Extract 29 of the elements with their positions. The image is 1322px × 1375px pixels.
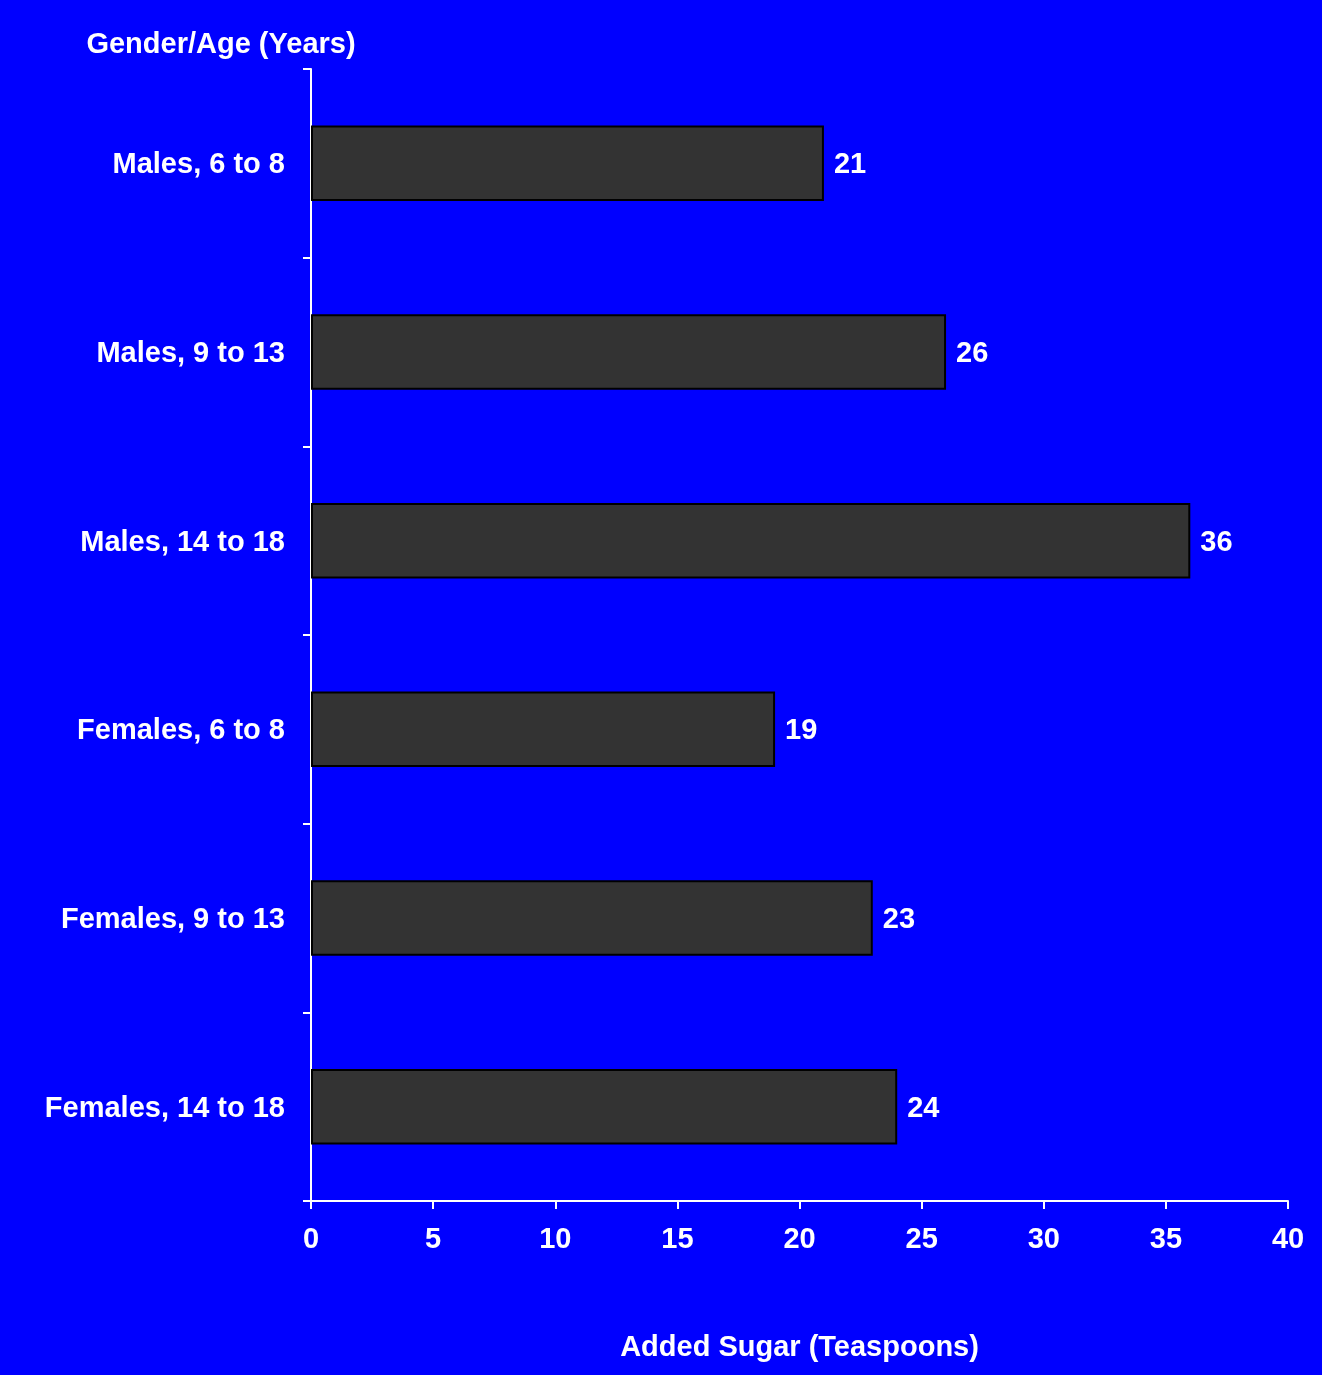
data-label: 23 [882,902,916,934]
x-tick-label: 20 [783,1221,816,1254]
x-tick-label: 40 [1271,1221,1305,1254]
data-label: 24 [907,1090,940,1123]
data-label: 36 [1200,524,1233,557]
y-tick-label: Females, 6 to 8 [77,713,285,746]
x-tick-label: 15 [661,1221,694,1254]
x-tick-label: 30 [1027,1221,1060,1254]
y-tick-label: Males, 14 to 18 [80,524,285,557]
bar [311,1068,898,1145]
bar [311,125,824,202]
y-tick-label: Males, 9 to 13 [96,336,285,368]
x-tick-label: 10 [539,1221,572,1254]
bar [311,880,873,956]
data-label: 19 [785,713,818,746]
data-label: 21 [833,147,867,180]
data-label: 26 [956,336,989,368]
x-tick-label: 5 [425,1221,442,1254]
x-axis-title: Added Sugar (Teaspoons) [620,1329,979,1362]
x-tick-label: 35 [1149,1221,1183,1254]
x-tick-label: 0 [302,1221,320,1254]
bar [311,691,776,768]
y-tick-label: Males, 6 to 8 [112,147,285,180]
bar [311,314,947,390]
y-tick-label: Females, 14 to 18 [44,1090,285,1123]
bar [311,502,1191,579]
y-axis-title: Gender/Age (Years) [86,26,356,59]
x-tick-label: 25 [905,1221,938,1254]
y-tick-label: Females, 9 to 13 [60,902,285,934]
